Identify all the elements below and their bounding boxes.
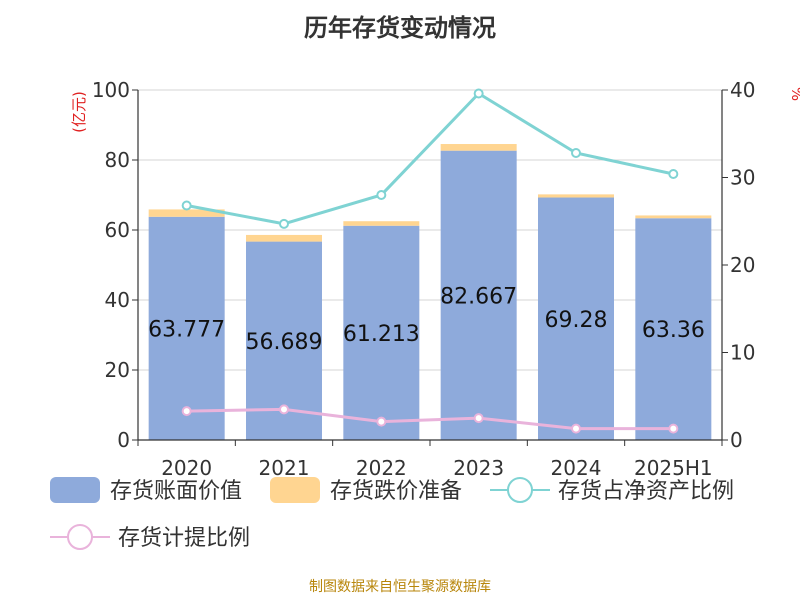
lines — [181, 88, 679, 434]
bar-impairment-2020 — [148, 209, 225, 217]
y-left-tick-label: 20 — [105, 358, 130, 382]
line-point-net-asset-ratio-2021 — [279, 218, 289, 229]
bar-value-label-2020: 63.777 — [148, 317, 225, 342]
x-tick-label: 2025H1 — [634, 456, 713, 480]
y-left-unit-label: (亿元) — [70, 91, 88, 133]
line-point-net-asset-ratio-2025H1 — [668, 169, 679, 179]
y-left-tick-label: 0 — [117, 428, 130, 452]
legend-item-3[interactable]: 存货计提比例 — [50, 524, 250, 551]
gridlines — [138, 89, 722, 371]
x-tick-label: 2022 — [356, 456, 407, 480]
bars — [148, 144, 712, 440]
legend-item-2[interactable]: 存货占净资产比例 — [490, 477, 734, 504]
y-left-tick-label: 60 — [105, 218, 130, 242]
data-labels: 63.777 56.689 61.213 82.667 69.28 63.36 — [148, 284, 705, 354]
bar-value-label-2021: 56.689 — [246, 330, 323, 355]
bar-value-label-2025H1: 63.36 — [642, 318, 705, 343]
legend-item-1[interactable]: 存货跌价准备 — [270, 477, 462, 504]
x-tick-label: 2023 — [453, 456, 504, 480]
legend-label: 存货占净资产比例 — [558, 479, 734, 504]
x-tick-label: 2021 — [259, 456, 310, 480]
y-right-unit-label: % — [788, 87, 800, 101]
line-point-provision-ratio-2022 — [376, 416, 387, 427]
y-right-tick-label: 20 — [730, 253, 755, 277]
bar-book-value-2022 — [343, 225, 420, 440]
legend-marker — [507, 477, 533, 503]
y-left-tick-label: 80 — [105, 148, 130, 172]
axes: 0 20 40 60 80 100 0 10 20 30 40 2020 2021 2022 2023 202… — [70, 78, 800, 480]
bar-impairment-2021 — [246, 234, 322, 242]
legend-item-0[interactable]: 存货账面价值 — [50, 477, 242, 504]
line-net-asset-ratio — [186, 91, 674, 226]
line-point-net-asset-ratio-2023 — [473, 88, 484, 99]
line-point-net-asset-ratio-2024 — [571, 148, 581, 158]
y-right-tick-label: 40 — [730, 78, 755, 102]
legend-label: 存货计提比例 — [118, 526, 250, 551]
legend-marker — [67, 524, 93, 550]
legend-swatch — [50, 477, 100, 503]
bar-impairment-2025H1 — [635, 215, 712, 219]
legend-swatch — [270, 477, 320, 503]
bar-impairment-2022 — [343, 221, 420, 226]
line-point-provision-ratio-2020 — [181, 406, 192, 417]
chart-title: 历年存货变动情况 — [304, 14, 496, 42]
y-right-tick-label: 30 — [730, 166, 755, 190]
y-right-tick-label: 0 — [730, 428, 743, 452]
line-point-provision-ratio-2021 — [279, 404, 289, 415]
line-point-net-asset-ratio-2020 — [181, 200, 192, 211]
bar-book-value-2025H1 — [635, 218, 712, 440]
bar-impairment-2024 — [538, 194, 614, 198]
x-tick-label: 2024 — [551, 456, 602, 480]
bar-impairment-2023 — [440, 144, 517, 151]
bar-book-value-2023 — [440, 150, 517, 440]
line-point-net-asset-ratio-2022 — [376, 190, 387, 200]
y-left-tick-label: 40 — [105, 288, 130, 312]
y-left-tick-label: 100 — [92, 78, 130, 102]
line-provision-ratio — [186, 407, 674, 431]
line-point-provision-ratio-2023 — [473, 413, 484, 424]
x-tick-label: 2020 — [161, 456, 212, 480]
bar-value-label-2022: 61.213 — [343, 322, 420, 347]
legend-label: 存货跌价准备 — [330, 479, 462, 504]
bar-book-value-2024 — [538, 197, 614, 440]
line-point-provision-ratio-2025H1 — [668, 423, 679, 434]
legend-label: 存货账面价值 — [110, 479, 242, 504]
bar-value-label-2024: 69.28 — [545, 308, 608, 333]
line-point-provision-ratio-2024 — [571, 423, 581, 434]
y-right-tick-label: 10 — [730, 341, 755, 365]
bar-value-label-2023: 82.667 — [440, 284, 517, 309]
bar-book-value-2020 — [148, 216, 225, 440]
source-note: 制图数据来自恒生聚源数据库 — [309, 579, 491, 595]
